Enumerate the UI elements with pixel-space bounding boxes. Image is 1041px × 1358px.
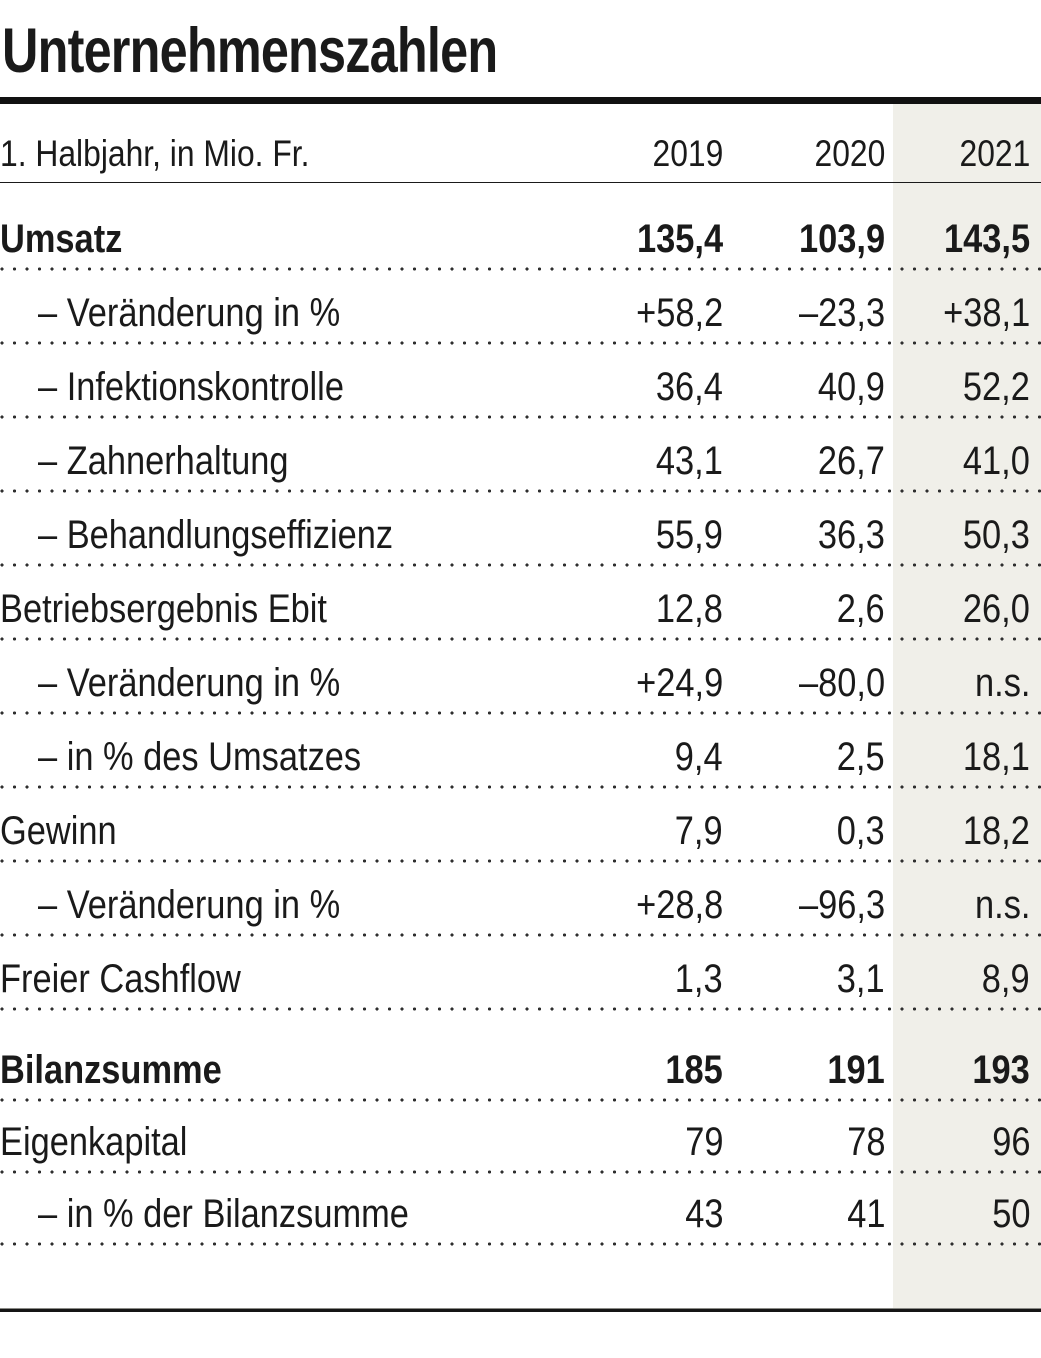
row-label: – Behandlungseffizienz — [38, 513, 394, 557]
column-header-2019: 2019 — [652, 133, 723, 174]
value-2020: –96,3 — [798, 883, 885, 927]
row-label: – Veränderung in % — [38, 291, 341, 335]
value-2021: 18,2 — [963, 809, 1030, 853]
value-2019: 1,3 — [675, 957, 723, 1001]
page-title-text: Unternehmenszahlen — [2, 16, 498, 86]
table-row: – Behandlungseffizienz 55,9 36,3 50,3 — [0, 493, 1041, 567]
value-2020: 3,1 — [837, 957, 885, 1001]
value-2021: 50,3 — [963, 513, 1030, 557]
row-label: – Veränderung in % — [38, 661, 341, 705]
value-2021: 143,5 — [943, 217, 1030, 261]
value-2021: 18,1 — [963, 735, 1030, 779]
value-2019: 79 — [684, 1120, 723, 1164]
value-2019: 135,4 — [636, 217, 723, 261]
value-2020: 2,5 — [837, 735, 885, 779]
table-footer-spacer — [0, 1246, 1041, 1308]
value-2019: 36,4 — [656, 365, 723, 409]
value-2021: 41,0 — [963, 439, 1030, 483]
value-2020: 41 — [846, 1192, 885, 1236]
row-label: – in % der Bilanzsumme — [38, 1192, 409, 1236]
table-row: – Veränderung in % +24,9 –80,0 n.s. — [0, 641, 1041, 715]
value-2019: 43,1 — [656, 439, 723, 483]
value-2020: 103,9 — [798, 217, 885, 261]
row-label: – Zahnerhaltung — [38, 439, 289, 483]
row-label: – in % des Umsatzes — [38, 735, 362, 779]
value-2021: 96 — [991, 1120, 1030, 1164]
row-label: Bilanzsumme — [0, 1048, 222, 1092]
value-2021: +38,1 — [942, 291, 1030, 335]
value-2020: 2,6 — [837, 587, 885, 631]
table-row: Freier Cashflow 1,3 3,1 8,9 — [0, 937, 1041, 1011]
table-row: – in % des Umsatzes 9,4 2,5 18,1 — [0, 715, 1041, 789]
row-label: Betriebsergebnis Ebit — [0, 587, 327, 631]
table-body: Umsatz 135,4 103,9 143,5 – Veränderung i… — [0, 183, 1041, 1246]
table-row: – Zahnerhaltung 43,1 26,7 41,0 — [0, 419, 1041, 493]
value-2019: +24,9 — [635, 661, 723, 705]
value-2020: 0,3 — [837, 809, 885, 853]
table-row: – Infektionskontrolle 36,4 40,9 52,2 — [0, 345, 1041, 419]
value-2021: 8,9 — [982, 957, 1030, 1001]
value-2019: 9,4 — [675, 735, 723, 779]
table-row: Umsatz 135,4 103,9 143,5 — [0, 183, 1041, 271]
value-2020: 191 — [827, 1048, 885, 1092]
column-header-2020: 2020 — [814, 133, 885, 174]
value-2020: 78 — [846, 1120, 885, 1164]
value-2020: –80,0 — [798, 661, 885, 705]
table-header-row: 1. Halbjahr, in Mio. Fr. 2019 2020 2021 — [0, 104, 1041, 183]
table-row: Bilanzsumme 185 191 193 — [0, 1011, 1041, 1102]
value-2019: 185 — [665, 1048, 723, 1092]
value-2020: –23,3 — [798, 291, 885, 335]
table-row: Eigenkapital 79 78 96 — [0, 1102, 1041, 1174]
value-2019: 43 — [684, 1192, 723, 1236]
column-header-2021: 2021 — [959, 133, 1030, 174]
value-2021: n.s. — [974, 883, 1030, 927]
table-header-label: 1. Halbjahr, in Mio. Fr. — [0, 133, 310, 174]
value-2021: 50 — [991, 1192, 1030, 1236]
table: 1. Halbjahr, in Mio. Fr. 2019 2020 2021 … — [0, 104, 1041, 1308]
bottom-rule — [0, 1308, 1041, 1312]
value-2019: 12,8 — [656, 587, 723, 631]
row-label: Eigenkapital — [0, 1120, 188, 1164]
value-2021: 193 — [972, 1048, 1030, 1092]
row-label: Gewinn — [0, 809, 117, 853]
value-2020: 36,3 — [818, 513, 885, 557]
top-rule — [0, 97, 1041, 104]
row-label: – Veränderung in % — [38, 883, 341, 927]
row-label: – Infektionskontrolle — [38, 365, 344, 409]
value-2019: +58,2 — [635, 291, 723, 335]
table-row: – Veränderung in % +58,2 –23,3 +38,1 — [0, 271, 1041, 345]
value-2019: 7,9 — [675, 809, 723, 853]
highlight-column-2021 — [893, 104, 1041, 1308]
value-2021: n.s. — [974, 661, 1030, 705]
table-row: – in % der Bilanzsumme 43 41 50 — [0, 1174, 1041, 1246]
value-2019: +28,8 — [635, 883, 723, 927]
value-2019: 55,9 — [656, 513, 723, 557]
page-title: Unternehmenszahlen — [0, 0, 1041, 86]
table-row: Gewinn 7,9 0,3 18,2 — [0, 789, 1041, 863]
value-2020: 40,9 — [818, 365, 885, 409]
value-2021: 26,0 — [963, 587, 1030, 631]
value-2021: 52,2 — [963, 365, 1030, 409]
row-label: Freier Cashflow — [0, 957, 241, 1001]
table-row: Betriebsergebnis Ebit 12,8 2,6 26,0 — [0, 567, 1041, 641]
table-row: – Veränderung in % +28,8 –96,3 n.s. — [0, 863, 1041, 937]
value-2020: 26,7 — [818, 439, 885, 483]
row-label: Umsatz — [0, 217, 123, 261]
